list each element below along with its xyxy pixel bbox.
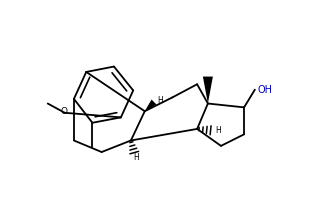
Text: H: H <box>157 96 163 105</box>
Text: O: O <box>60 107 68 116</box>
Text: H: H <box>216 126 221 135</box>
Text: H: H <box>133 153 139 162</box>
Polygon shape <box>145 99 156 111</box>
Polygon shape <box>203 76 213 103</box>
Text: OH: OH <box>258 85 273 95</box>
